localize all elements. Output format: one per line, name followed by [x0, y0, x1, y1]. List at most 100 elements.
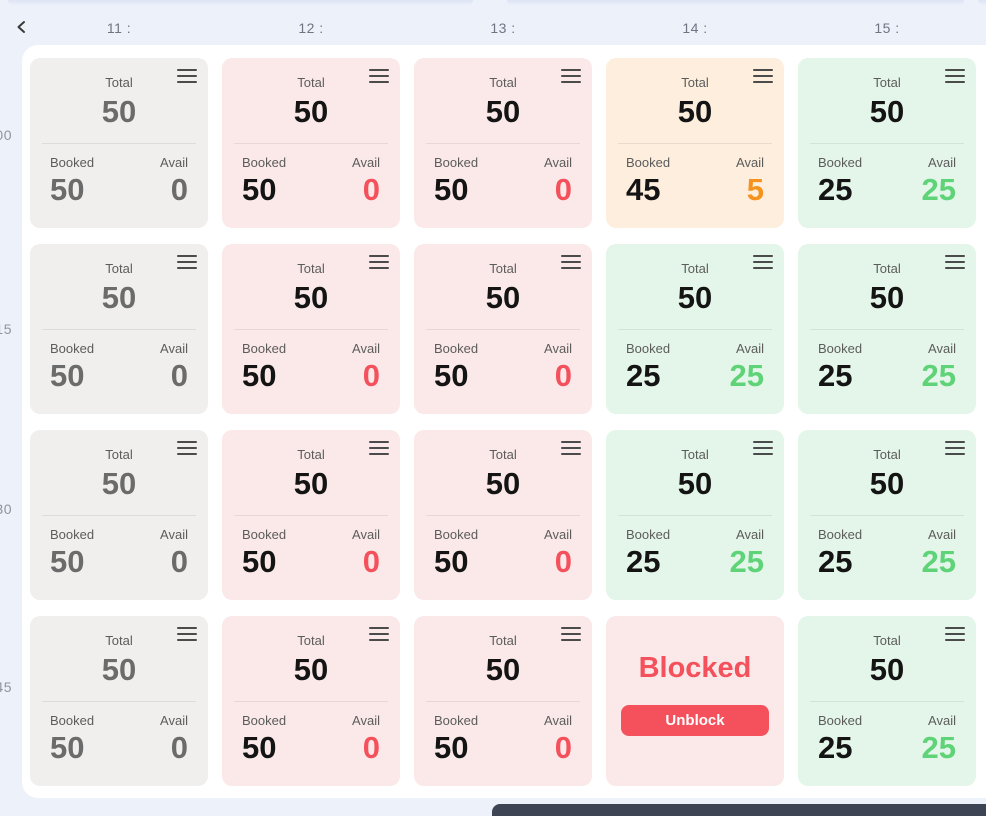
booked-value: 50 [50, 172, 85, 207]
hamburger-menu-icon[interactable] [945, 441, 965, 455]
avail-value: 25 [921, 172, 956, 207]
avail-value: 25 [921, 730, 956, 765]
divider [618, 329, 772, 330]
slot-card[interactable]: Total 50 Booked 25 Avail 25 [798, 58, 976, 228]
hamburger-menu-icon[interactable] [561, 441, 581, 455]
slot-card[interactable]: Total 50 Booked 50 Avail 0 [414, 244, 592, 414]
slot-card[interactable]: Total 50 Booked 50 Avail 0 [30, 430, 208, 600]
booked-value: 50 [434, 172, 469, 207]
hour-label: 11 : [106, 20, 132, 36]
slot-card[interactable]: Total 50 Booked 50 Avail 0 [30, 244, 208, 414]
hamburger-menu-icon[interactable] [945, 255, 965, 269]
avail-label: Avail [928, 713, 956, 728]
unblock-button[interactable]: Unblock [621, 705, 769, 736]
divider [234, 143, 388, 144]
booked-value: 25 [626, 358, 661, 393]
slot-card[interactable]: Total 50 Booked 25 Avail 25 [606, 244, 784, 414]
hamburger-menu-icon[interactable] [945, 627, 965, 641]
slot-card[interactable]: Total 50 Booked 50 Avail 0 [222, 58, 400, 228]
booked-label: Booked [434, 713, 479, 728]
avail-label: Avail [736, 527, 764, 542]
slot-card[interactable]: Total 50 Booked 50 Avail 0 [30, 616, 208, 786]
total-label: Total [873, 75, 901, 90]
availability-panel: Total 50 Booked 50 Avail 0 Total 50 Booked 50 Avai… [22, 45, 986, 798]
avail-label: Avail [544, 341, 572, 356]
hamburger-menu-icon[interactable] [177, 69, 197, 83]
booked-label: Booked [434, 155, 479, 170]
total-value: 50 [485, 94, 521, 129]
divider [426, 701, 580, 702]
slot-card[interactable]: Total 50 Booked 25 Avail 25 [798, 616, 976, 786]
booked-value: 50 [242, 730, 277, 765]
hamburger-menu-icon[interactable] [369, 441, 389, 455]
hamburger-menu-icon[interactable] [369, 255, 389, 269]
total-label: Total [297, 75, 325, 90]
divider [426, 515, 580, 516]
slot-card[interactable]: Total 50 Booked 50 Avail 0 [222, 244, 400, 414]
hamburger-menu-icon[interactable] [177, 441, 197, 455]
slot-card[interactable]: Total 50 Booked 25 Avail 25 [798, 430, 976, 600]
hamburger-menu-icon[interactable] [561, 69, 581, 83]
hamburger-menu-icon[interactable] [945, 69, 965, 83]
divider [426, 143, 580, 144]
hamburger-menu-icon[interactable] [753, 441, 773, 455]
slot-card[interactable]: Total 50 Booked 45 Avail 5 [606, 58, 784, 228]
booked-label: Booked [50, 527, 95, 542]
avail-value: 25 [729, 544, 764, 579]
booked-value: 50 [434, 358, 469, 393]
booked-value: 50 [50, 544, 85, 579]
minute-label: 30 [0, 501, 12, 517]
avail-value: 25 [921, 358, 956, 393]
hamburger-menu-icon[interactable] [561, 255, 581, 269]
hamburger-menu-icon[interactable] [753, 255, 773, 269]
booked-value: 25 [818, 358, 853, 393]
booked-value: 25 [818, 172, 853, 207]
booked-value: 50 [434, 544, 469, 579]
total-value: 50 [869, 466, 905, 501]
total-label: Total [297, 261, 325, 276]
slot-card[interactable]: Total 50 Booked 50 Avail 0 [414, 58, 592, 228]
avail-value: 5 [746, 172, 764, 207]
slot-card[interactable]: Total 50 Booked 25 Avail 25 [798, 244, 976, 414]
total-label: Total [297, 447, 325, 462]
hamburger-menu-icon[interactable] [753, 69, 773, 83]
avail-value: 0 [170, 730, 188, 765]
avail-label: Avail [736, 341, 764, 356]
total-label: Total [105, 633, 133, 648]
booked-value: 25 [818, 730, 853, 765]
divider [234, 701, 388, 702]
avail-value: 0 [170, 172, 188, 207]
hamburger-menu-icon[interactable] [369, 627, 389, 641]
avail-value: 0 [554, 730, 572, 765]
total-value: 50 [869, 94, 905, 129]
booked-label: Booked [50, 713, 95, 728]
slot-card[interactable]: Total 50 Booked 25 Avail 25 [606, 430, 784, 600]
slot-card[interactable]: Total 50 Booked 50 Avail 0 [222, 430, 400, 600]
total-label: Total [681, 75, 709, 90]
hour-label: 13 : [490, 20, 516, 36]
slot-card[interactable]: Total 50 Booked 50 Avail 0 [30, 58, 208, 228]
total-value: 50 [293, 94, 329, 129]
total-value: 50 [869, 652, 905, 687]
back-button[interactable] [11, 17, 31, 37]
avail-label: Avail [736, 155, 764, 170]
total-value: 50 [293, 280, 329, 315]
bottom-sheet-edge[interactable] [492, 804, 986, 816]
total-value: 50 [485, 466, 521, 501]
avail-label: Avail [928, 155, 956, 170]
slot-card[interactable]: Total 50 Booked 50 Avail 0 [414, 616, 592, 786]
avail-value: 25 [729, 358, 764, 393]
slot-card[interactable]: Total 50 Booked 50 Avail 0 [414, 430, 592, 600]
booked-value: 50 [242, 544, 277, 579]
hamburger-menu-icon[interactable] [369, 69, 389, 83]
booked-label: Booked [818, 155, 863, 170]
hamburger-menu-icon[interactable] [177, 627, 197, 641]
total-label: Total [105, 75, 133, 90]
hamburger-menu-icon[interactable] [561, 627, 581, 641]
total-label: Total [681, 261, 709, 276]
slot-card[interactable]: Total 50 Booked 50 Avail 0 [222, 616, 400, 786]
divider [426, 329, 580, 330]
minute-label: 15 [0, 321, 12, 337]
total-label: Total [105, 261, 133, 276]
hamburger-menu-icon[interactable] [177, 255, 197, 269]
